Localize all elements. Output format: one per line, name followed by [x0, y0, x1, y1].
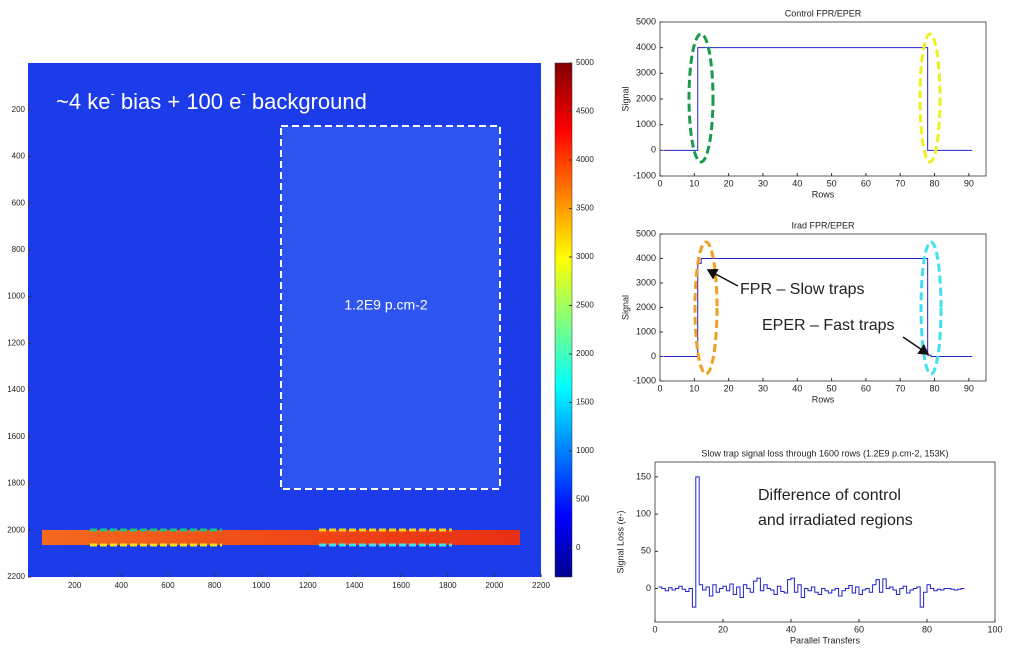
x-tick-label: 70	[895, 178, 905, 188]
chart-title: Irad FPR/EPER	[791, 220, 855, 230]
x-axis-label: Rows	[812, 394, 835, 404]
x-tick-label: 400	[115, 581, 129, 590]
x-tick-label: 90	[964, 178, 974, 188]
y-axis-label: Signal Loss (e-)	[615, 510, 625, 573]
y-tick-label: 100	[636, 508, 651, 518]
x-tick-label: 40	[792, 178, 802, 188]
figure: ~4 ke- bias + 100 e- background 1.2E9 p.…	[0, 0, 1014, 650]
x-tick-label: 200	[68, 581, 82, 590]
x-tick-label: 0	[652, 624, 657, 634]
y-tick-label: -1000	[633, 375, 656, 385]
x-tick-label: 40	[792, 383, 802, 393]
colorbar-tick-label: 3000	[576, 252, 594, 261]
x-tick-label: 50	[827, 383, 837, 393]
image-annotation: ~4 ke- bias + 100 e- background	[56, 86, 367, 113]
colorbar-tick-label: 5000	[576, 58, 594, 67]
colorbar-tick-label: 500	[576, 495, 590, 504]
y-axis-label: Signal	[620, 86, 630, 111]
y-tick-label: 1800	[7, 479, 25, 488]
y-tick-label: 1200	[7, 338, 25, 347]
y-tick-label: 3000	[636, 68, 656, 78]
y-tick-label: 1000	[636, 119, 656, 129]
y-tick-label: 3000	[636, 277, 656, 287]
x-tick-label: 60	[854, 624, 864, 634]
y-tick-label: 800	[12, 245, 26, 254]
x-tick-label: 40	[786, 624, 796, 634]
y-tick-label: 1000	[636, 326, 656, 336]
x-tick-label: 100	[987, 624, 1002, 634]
x-tick-label: 800	[208, 581, 222, 590]
y-tick-label: 0	[651, 145, 656, 155]
x-tick-label: 2000	[485, 581, 503, 590]
x-tick-label: 80	[922, 624, 932, 634]
y-tick-label: 2000	[7, 525, 25, 534]
x-axis-label: Parallel Transfers	[790, 635, 861, 645]
chart-title: Slow trap signal loss through 1600 rows …	[701, 448, 948, 458]
x-tick-label: 20	[724, 383, 734, 393]
x-tick-label: 20	[718, 624, 728, 634]
x-tick-label: 10	[689, 178, 699, 188]
signal-strip	[42, 530, 520, 545]
y-tick-label: 2000	[636, 302, 656, 312]
y-tick-label: 1400	[7, 385, 25, 394]
x-tick-label: 30	[758, 383, 768, 393]
colorbar-tick-label: 4500	[576, 107, 594, 116]
y-tick-label: 200	[12, 105, 26, 114]
text: ~4 ke	[56, 89, 110, 114]
annotation: Difference of control	[758, 487, 901, 504]
x-tick-label: 1800	[439, 581, 457, 590]
colorbar-tick-label: 1500	[576, 398, 594, 407]
x-tick-label: 0	[657, 178, 662, 188]
y-tick-label: 150	[636, 471, 651, 481]
text: background	[246, 89, 367, 114]
y-tick-label: 5000	[636, 16, 656, 26]
y-tick-label: 50	[641, 546, 651, 556]
annotation: and irradiated regions	[758, 512, 913, 529]
x-tick-label: 50	[827, 178, 837, 188]
text: bias + 100 e	[115, 89, 242, 114]
plot-frame	[655, 462, 995, 622]
y-tick-label: 5000	[636, 228, 656, 238]
y-tick-label: 4000	[636, 253, 656, 263]
annotation: FPR – Slow traps	[740, 281, 864, 298]
x-tick-label: 60	[861, 383, 871, 393]
y-tick-label: 400	[12, 152, 26, 161]
x-tick-label: 2200	[532, 581, 550, 590]
x-tick-label: 80	[930, 178, 940, 188]
x-tick-label: 1400	[346, 581, 364, 590]
annotation: EPER – Fast traps	[762, 317, 895, 334]
x-tick-label: 70	[895, 383, 905, 393]
colorbar-tick-label: 2000	[576, 349, 594, 358]
y-tick-label: 2200	[7, 572, 25, 581]
x-tick-label: 30	[758, 178, 768, 188]
y-tick-label: 0	[646, 583, 651, 593]
y-tick-label: -1000	[633, 170, 656, 180]
x-tick-label: 600	[161, 581, 175, 590]
colorbar-tick-label: 2500	[576, 301, 594, 310]
y-tick-label: 1000	[7, 292, 25, 301]
region-label: 1.2E9 p.cm-2	[344, 297, 427, 313]
x-tick-label: 80	[930, 383, 940, 393]
x-tick-label: 10	[689, 383, 699, 393]
colorbar-tick-label: 0	[576, 543, 581, 552]
x-tick-label: 0	[657, 383, 662, 393]
colorbar-tick-label: 1000	[576, 446, 594, 455]
x-tick-label: 1000	[252, 581, 270, 590]
colorbar-tick-label: 3500	[576, 204, 594, 213]
chart-title: Control FPR/EPER	[785, 8, 862, 18]
y-tick-label: 1600	[7, 432, 25, 441]
x-axis-label: Rows	[812, 189, 835, 199]
colorbar-tick-label: 4000	[576, 155, 594, 164]
y-tick-label: 0	[651, 351, 656, 361]
y-axis-label: Signal	[620, 295, 630, 320]
y-tick-label: 4000	[636, 42, 656, 52]
x-tick-label: 90	[964, 383, 974, 393]
x-tick-label: 1600	[392, 581, 410, 590]
y-tick-label: 2000	[636, 93, 656, 103]
y-tick-label: 600	[12, 198, 26, 207]
x-tick-label: 20	[724, 178, 734, 188]
x-tick-label: 60	[861, 178, 871, 188]
x-tick-label: 1200	[299, 581, 317, 590]
